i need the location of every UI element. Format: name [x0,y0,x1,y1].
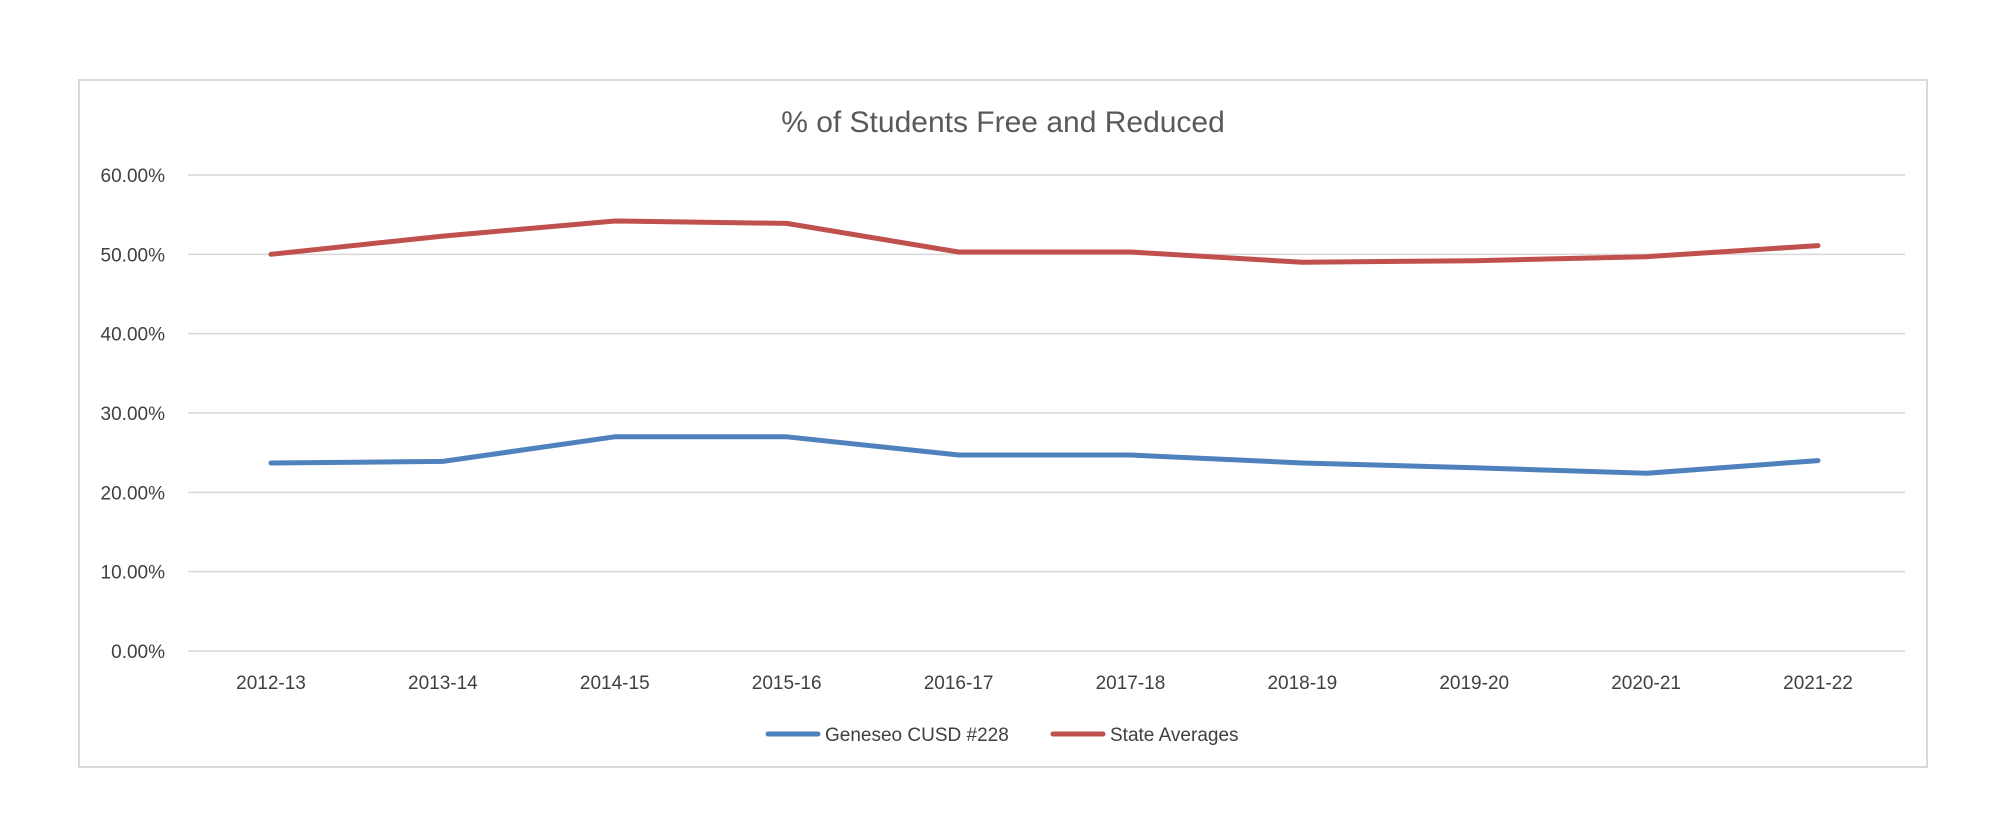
legend-label: State Averages [1110,725,1239,746]
x-axis-tick-labels: 2012-13 2013-14 2014-15 2015-16 2016-17 2017-… [236,673,1853,694]
chart-title: % of Students Free and Reduced [781,106,1225,139]
x-tick-label: 2013-14 [408,673,478,694]
y-axis-tick-labels: 0.00% 10.00% 20.00% 30.00% 40.00% 50.00% 60.00… [101,166,166,663]
x-tick-label: 2018-19 [1267,673,1337,694]
x-tick-label: 2015-16 [752,673,822,694]
x-tick-label: 2020-21 [1611,673,1681,694]
x-tick-label: 2016-17 [924,673,994,694]
x-tick-label: 2019-20 [1439,673,1509,694]
y-tick-label: 20.00% [101,483,166,504]
x-tick-label: 2014-15 [580,673,650,694]
y-tick-label: 0.00% [111,642,165,663]
y-tick-label: 30.00% [101,404,166,425]
gridlines [188,174,1905,652]
series-lines [268,218,1821,476]
x-tick-label: 2012-13 [236,673,306,694]
y-tick-label: 60.00% [101,166,166,187]
x-tick-label: 2021-22 [1783,673,1853,694]
chart-frame [78,79,1928,768]
legend: Geneseo CUSD #228 State Averages [765,725,1239,746]
series-line-1 [268,218,1821,265]
y-tick-label: 10.00% [101,563,166,584]
y-tick-label: 40.00% [101,325,166,346]
legend-label: Geneseo CUSD #228 [825,725,1009,746]
x-tick-label: 2017-18 [1096,673,1166,694]
y-tick-label: 50.00% [101,245,166,266]
series-line-0 [268,434,1821,476]
